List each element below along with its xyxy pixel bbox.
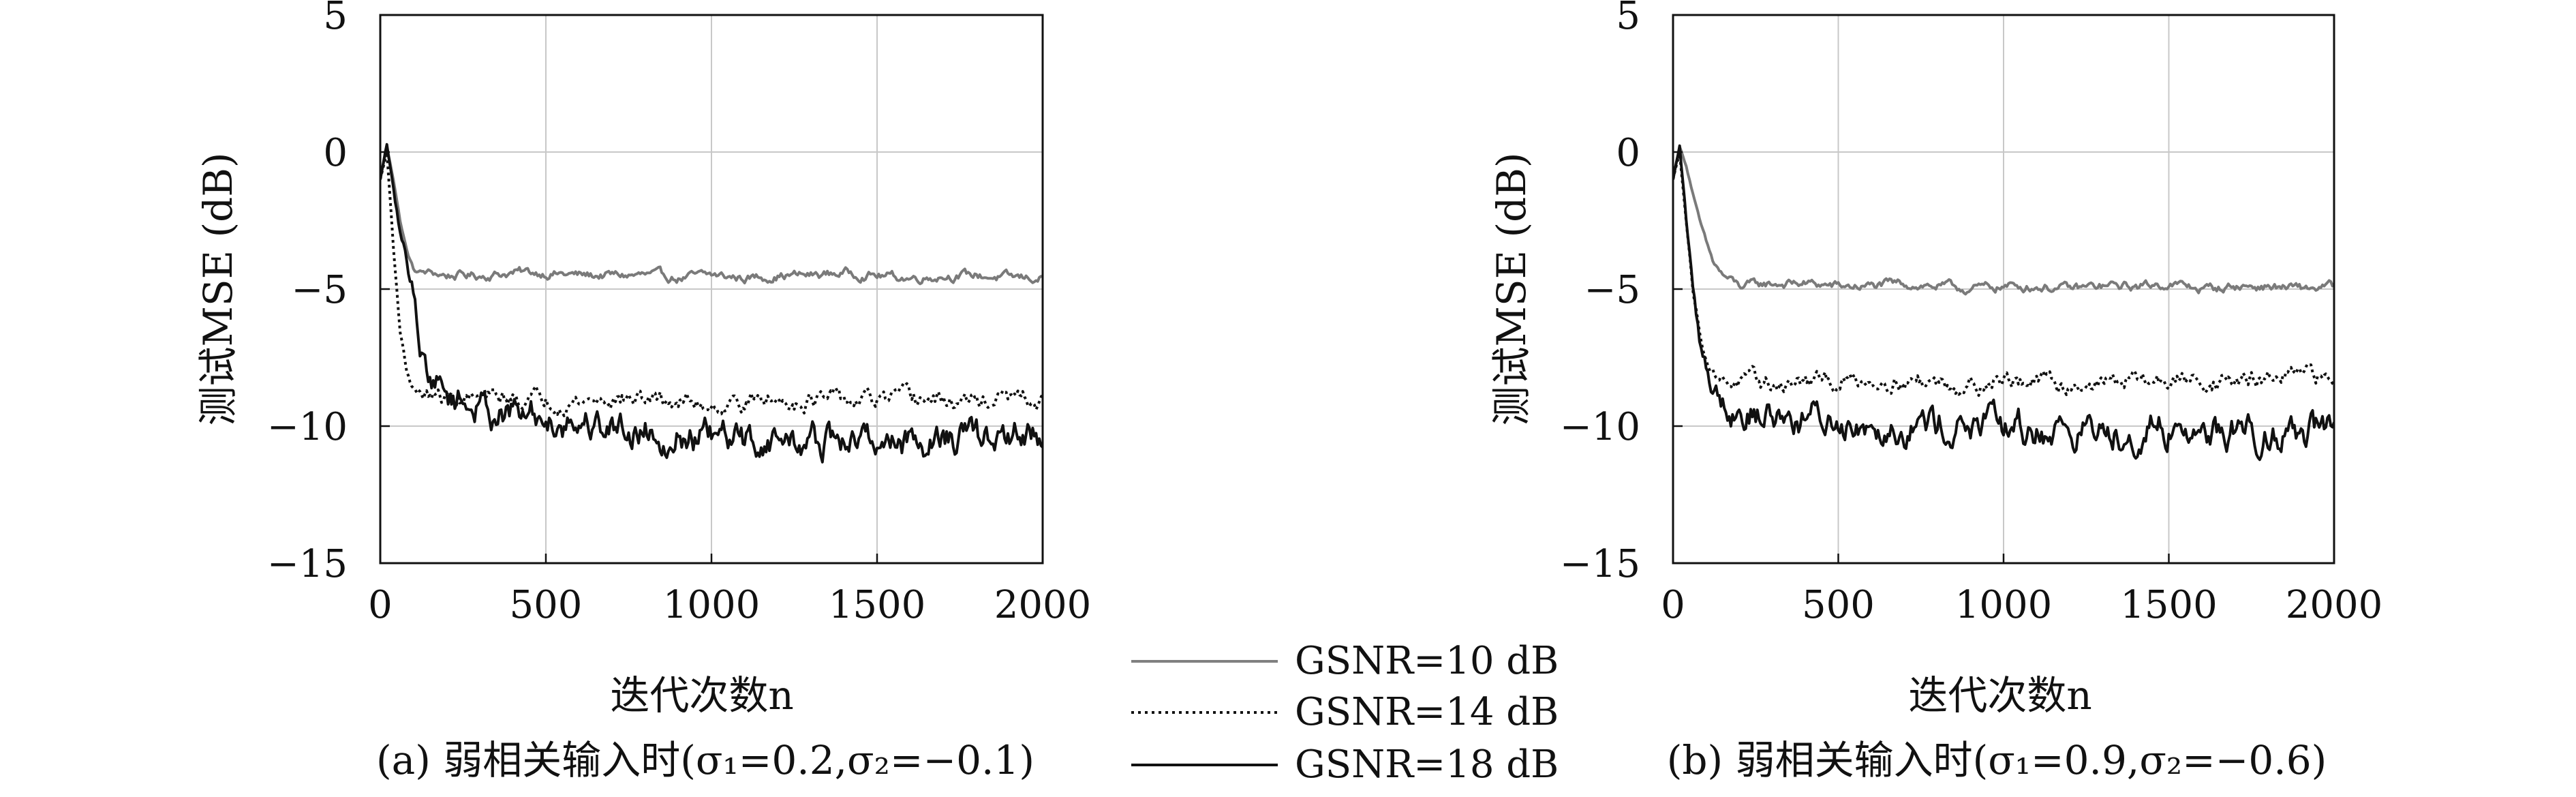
y-tick-label: −5 bbox=[1584, 268, 1640, 312]
tick-labels-b: 0 500 1000 1500 2000 5 0 −5 −10 −15 bbox=[1560, 0, 2382, 627]
y-tick-label: 0 bbox=[1616, 131, 1640, 175]
y-tick-label: −5 bbox=[291, 268, 348, 312]
caption-b: (b) 弱相关输入时(σ₁=0.9,σ₂=−0.6) bbox=[1667, 737, 2327, 783]
x-tick-label: 1000 bbox=[1955, 583, 2053, 627]
legend-label-gsnr-10: GSNR=10 dB bbox=[1295, 639, 1559, 683]
chart-panel-b: 0 500 1000 1500 2000 5 0 −5 −10 −15 测试MSE (dB) 迭代… bbox=[1488, 0, 2382, 783]
y-axis-label-b: 测试MSE (dB) bbox=[1488, 153, 1535, 426]
legend-label-gsnr-18: GSNR=18 dB bbox=[1295, 742, 1559, 787]
y-tick-label: 5 bbox=[1616, 0, 1640, 38]
y-tick-label: −15 bbox=[1560, 542, 1640, 586]
grid-lines-a bbox=[380, 14, 1043, 564]
x-tick-label: 500 bbox=[1802, 583, 1875, 627]
series-line-gsnr-14 bbox=[1673, 151, 2334, 397]
x-tick-label: 500 bbox=[510, 583, 583, 627]
series-line-gsnr-14 bbox=[380, 150, 1043, 417]
y-tick-label: −10 bbox=[267, 405, 348, 449]
x-tick-label: 2000 bbox=[2286, 583, 2383, 627]
y-tick-label: 5 bbox=[323, 0, 348, 38]
series-line-gsnr-18 bbox=[1673, 144, 2334, 462]
x-tick-label: 1500 bbox=[2120, 583, 2218, 627]
y-tick-label: 0 bbox=[323, 131, 348, 175]
series-group-a bbox=[380, 142, 1043, 464]
y-tick-label: −10 bbox=[1560, 405, 1640, 449]
x-axis-label-a: 迭代次数n bbox=[610, 672, 793, 719]
legend: GSNR=10 dB GSNR=14 dB GSNR=18 dB bbox=[1131, 639, 1559, 787]
y-axis-label-a: 测试MSE (dB) bbox=[195, 153, 241, 426]
x-axis-label-b: 迭代次数n bbox=[1908, 672, 2091, 719]
x-tick-label: 0 bbox=[368, 583, 393, 627]
series-line-gsnr-10 bbox=[380, 145, 1043, 286]
caption-a: (a) 弱相关输入时(σ₁=0.2,σ₂=−0.1) bbox=[376, 737, 1034, 783]
x-tick-label: 1000 bbox=[663, 583, 761, 627]
x-tick-label: 1500 bbox=[829, 583, 926, 627]
chart-panel-a: 0 500 1000 1500 2000 5 0 −5 −10 −15 测试MSE (dB) 迭代… bbox=[195, 0, 1091, 783]
x-tick-label: 0 bbox=[1661, 583, 1685, 627]
tick-labels-a: 0 500 1000 1500 2000 5 0 −5 −10 −15 bbox=[267, 0, 1091, 627]
series-line-gsnr-10 bbox=[1673, 145, 2334, 296]
x-tick-label: 2000 bbox=[994, 583, 1092, 627]
series-line-gsnr-18 bbox=[380, 142, 1043, 464]
y-tick-label: −15 bbox=[267, 542, 348, 586]
legend-label-gsnr-14: GSNR=14 dB bbox=[1295, 690, 1559, 734]
series-group-b bbox=[1673, 144, 2334, 462]
